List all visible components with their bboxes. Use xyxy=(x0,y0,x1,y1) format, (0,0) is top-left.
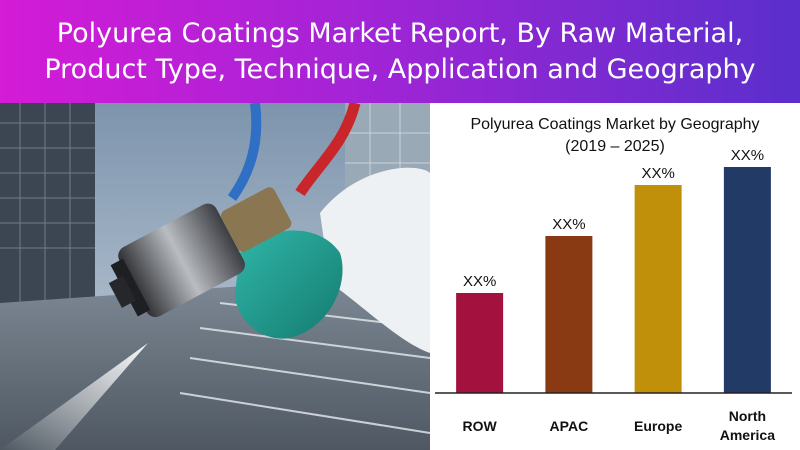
bar-north-america xyxy=(723,167,771,393)
data-label-3: XX% xyxy=(731,147,764,164)
category-label-2-0: Europe xyxy=(634,418,682,434)
chart-title-line-0: Polyurea Coatings Market by Geography xyxy=(470,116,759,133)
bar-apac xyxy=(545,236,593,393)
bar-europe xyxy=(634,185,682,393)
spray-gun-illustration xyxy=(0,103,430,450)
data-label-2: XX% xyxy=(641,165,674,182)
category-label-3-0: North xyxy=(729,408,766,424)
category-labels: ROW APAC Europe North America xyxy=(463,408,776,443)
data-label-0: XX% xyxy=(463,273,496,290)
bar-row xyxy=(456,293,504,393)
bar-series xyxy=(456,167,771,393)
bar-chart: Polyurea Coatings Market by Geography (20… xyxy=(435,116,792,443)
chart-title: Polyurea Coatings Market by Geography (20… xyxy=(470,116,759,155)
category-label-0-0: ROW xyxy=(463,418,498,434)
chart-title-line-1: (2019 – 2025) xyxy=(565,138,665,155)
data-labels: XX% XX% XX% XX% xyxy=(463,147,764,290)
category-label-3-1: America xyxy=(720,427,775,443)
data-label-1: XX% xyxy=(552,216,585,233)
chart-panel: Polyurea Coatings Market by Geography (20… xyxy=(430,103,800,450)
category-label-1-0: APAC xyxy=(550,418,589,434)
page-title: Polyurea Coatings Market Report, By Raw … xyxy=(44,17,756,85)
hero-photo xyxy=(0,103,430,450)
title-banner: Polyurea Coatings Market Report, By Raw … xyxy=(0,0,800,103)
